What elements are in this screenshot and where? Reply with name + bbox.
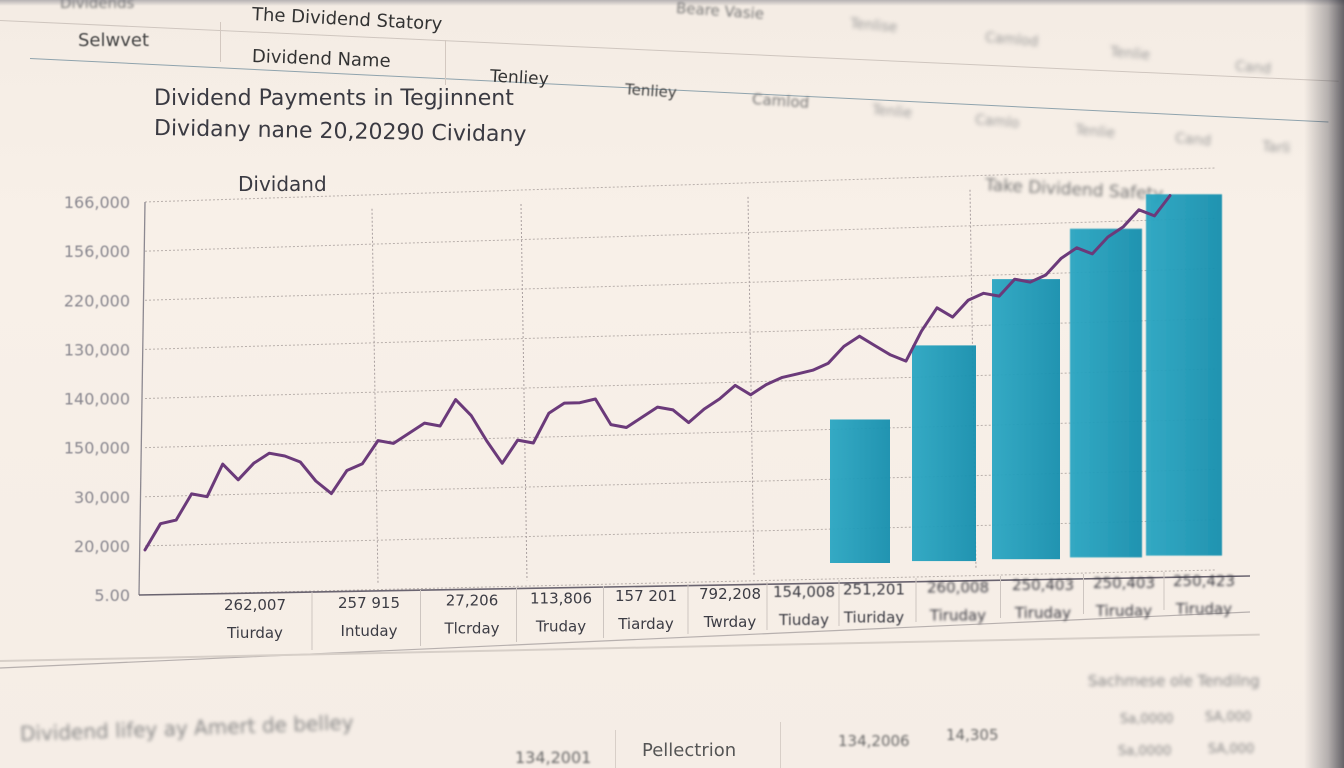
chart-lines [143, 194, 1172, 552]
header-col-divider-1 [220, 22, 221, 62]
x-tick-value: 251,201 [843, 581, 905, 599]
x-tick-label: Tiuriday [843, 609, 904, 627]
footer-col-divider-2 [780, 722, 781, 768]
grid-line-h [144, 217, 1216, 252]
y-tick-label: 130,000 [64, 340, 130, 359]
y-tick-label: 30,000 [74, 488, 130, 507]
monitor-bezel-edge [1304, 0, 1344, 768]
x-tick-label: Tiarday [617, 615, 674, 633]
x-tick-value: 113,806 [530, 589, 592, 607]
y-tick-label: 220,000 [64, 291, 130, 310]
x-tick-value: 250,423 [1173, 572, 1235, 590]
bar-4 [1070, 228, 1142, 558]
grid-line-v [371, 208, 379, 584]
x-axis-bottom-border [0, 611, 1251, 669]
y-axis [138, 201, 146, 596]
chart-x-ticks: 262,007 Tiurday 257 915 Intuday 27,206 Tlcrda… [224, 572, 1235, 650]
chart-y-ticks: 166,000 156,000 220,000 130,000 140,000 150,0… [64, 193, 130, 605]
x-tick-label: Tiruday [929, 606, 986, 624]
grid-line-v [520, 204, 528, 581]
footer-col-divider-1 [615, 730, 616, 768]
x-tick-value: 154,008 [773, 583, 835, 601]
x-tick-label: Truday [535, 617, 586, 635]
y-tick-label: 140,000 [64, 390, 130, 409]
grid-line-h [144, 167, 1216, 203]
x-tick-label: Tiurday [226, 624, 283, 642]
bar-1 [830, 419, 890, 563]
x-tick-value: 262,007 [224, 596, 286, 614]
header-col-divider-2 [445, 40, 446, 85]
footer-value-c: 14,305 [946, 726, 999, 744]
grid-line-v [747, 196, 755, 575]
bar-2 [912, 345, 976, 562]
x-tick-value: 792,208 [699, 585, 761, 603]
x-tick-value: 157 201 [615, 587, 677, 605]
footer-right-note: Sachmese ole Tendilng [1088, 672, 1260, 690]
x-tick-value: 250,403 [1093, 574, 1155, 592]
y-tick-label: 156,000 [64, 242, 130, 261]
x-tick-value: 250,403 [1012, 576, 1074, 594]
y-tick-label: 166,000 [64, 193, 130, 212]
y-tick-label: 20,000 [74, 537, 130, 556]
x-tick-value: 257 915 [338, 594, 400, 612]
x-tick-label: Intuday [341, 622, 398, 640]
x-tick-label: Tlcrday [443, 620, 499, 638]
footer-right-value-2: SA,000 [1205, 710, 1252, 725]
x-tick-label: Twrday [703, 613, 757, 631]
x-tick-value: 260,008 [927, 578, 989, 596]
footer-right-value-1: Sa,0000 [1120, 712, 1174, 727]
footer-value-d: Sa,0000 [1118, 744, 1172, 759]
footer-value-e: SA,000 [1208, 742, 1255, 757]
chart-title: Dividend Payments in Tegjinnent [154, 86, 514, 111]
dividend-line-series [143, 194, 1172, 552]
x-tick-label: Tiuday [778, 611, 829, 629]
x-tick-label: Tiruday [1095, 602, 1152, 620]
chart-y-axis-label: Dividand [238, 172, 327, 196]
bar-5 [1146, 194, 1222, 556]
footer-label-a[interactable]: Pellectrion [642, 740, 737, 761]
x-tick-label: Tiruday [1175, 600, 1232, 618]
screen-top-edge [0, 0, 1344, 6]
header-col-select[interactable]: Selwvet [78, 30, 150, 51]
footer-value-b: 134,2006 [838, 732, 910, 750]
x-tick-value: 27,206 [446, 592, 499, 610]
y-tick-label: 5.00 [94, 586, 130, 605]
x-axis [138, 575, 1251, 596]
grid-line-h [144, 268, 1216, 301]
bar-3 [992, 279, 1060, 560]
chart-bars [830, 194, 1222, 563]
footer-value-a: 134,2001 [515, 748, 592, 767]
x-tick-label: Tiruday [1014, 604, 1071, 622]
y-tick-label: 150,000 [64, 439, 130, 458]
